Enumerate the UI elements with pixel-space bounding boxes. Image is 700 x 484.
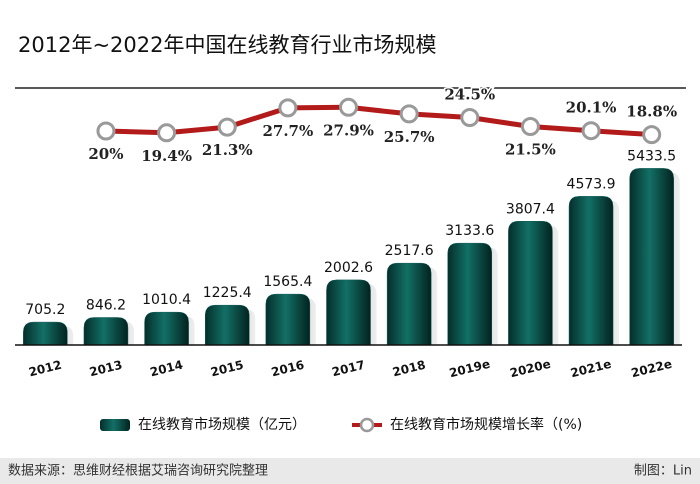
bar bbox=[265, 293, 311, 346]
point-label: 20.1% bbox=[566, 99, 617, 117]
point-label: 20% bbox=[88, 145, 123, 163]
line-point bbox=[217, 117, 237, 137]
bar-label: 4573.9 bbox=[567, 176, 616, 192]
line-point bbox=[581, 121, 601, 141]
point-label: 21.3% bbox=[202, 141, 253, 159]
bar-label: 1010.4 bbox=[142, 292, 191, 308]
bar bbox=[83, 317, 129, 346]
line-point bbox=[520, 117, 540, 136]
line-point bbox=[278, 98, 298, 118]
bar bbox=[386, 262, 432, 346]
line bbox=[105, 104, 652, 138]
bar-label: 1225.4 bbox=[203, 285, 252, 301]
point-label: 25.7% bbox=[384, 128, 435, 146]
bar-label: 1565.4 bbox=[263, 274, 312, 290]
chart-title: 2012年~2022年中国在线教育行业市场规模 bbox=[18, 33, 436, 57]
source: 数据来源：思维财经根据艾瑞咨询研究院整理 bbox=[8, 464, 268, 479]
x-tick-label: 2012 bbox=[27, 358, 63, 380]
bar-label: 2002.6 bbox=[324, 260, 373, 276]
line-point bbox=[399, 104, 419, 124]
line-point bbox=[96, 121, 116, 141]
legend-point bbox=[359, 417, 375, 433]
legend-label: 在线教育市场规模（亿元） bbox=[138, 416, 306, 433]
bar-label: 3133.6 bbox=[445, 223, 494, 239]
bar bbox=[568, 196, 614, 346]
x-tick-label: 2021e bbox=[569, 357, 613, 381]
bar bbox=[23, 321, 68, 346]
point-label: 27.9% bbox=[323, 121, 374, 139]
x-tick-label: 2019e bbox=[448, 357, 492, 381]
point-label: 18.8% bbox=[626, 103, 677, 121]
credit: 制图：Lin bbox=[634, 464, 692, 479]
bar bbox=[326, 279, 371, 346]
bar-label: 3807.4 bbox=[506, 201, 555, 217]
bar-label: 2517.6 bbox=[385, 243, 434, 259]
bar bbox=[144, 311, 189, 346]
x-tick-label: 2022e bbox=[630, 357, 674, 381]
x-tick-label: 2020e bbox=[508, 357, 552, 381]
x-tick-label: 2018 bbox=[391, 358, 427, 380]
bar-label: 5433.5 bbox=[627, 148, 676, 164]
legend-label: 在线教育市场规模增长率（(%) bbox=[390, 416, 582, 433]
bar-label: 846.2 bbox=[86, 297, 126, 313]
bar-label: 705.2 bbox=[25, 302, 65, 318]
line-point bbox=[339, 97, 358, 117]
footer-band bbox=[0, 458, 700, 484]
bar bbox=[508, 221, 553, 346]
bar bbox=[629, 168, 674, 346]
x-tick-label: 2016 bbox=[270, 358, 306, 380]
line-point bbox=[460, 108, 480, 127]
bar bbox=[447, 242, 493, 346]
x-tick-label: 2013 bbox=[88, 358, 124, 380]
line-point bbox=[642, 125, 662, 145]
point-label: 19.4% bbox=[141, 147, 192, 165]
point-label: 24.5% bbox=[444, 86, 495, 104]
x-tick-label: 2015 bbox=[209, 358, 245, 380]
x-tick-label: 2014 bbox=[149, 358, 185, 380]
legend-swatch bbox=[100, 419, 130, 431]
line-point bbox=[157, 123, 177, 143]
x-tick-label: 2017 bbox=[330, 358, 366, 380]
point-label: 21.5% bbox=[505, 141, 556, 159]
point-label: 27.7% bbox=[262, 122, 313, 140]
bar bbox=[204, 304, 250, 346]
